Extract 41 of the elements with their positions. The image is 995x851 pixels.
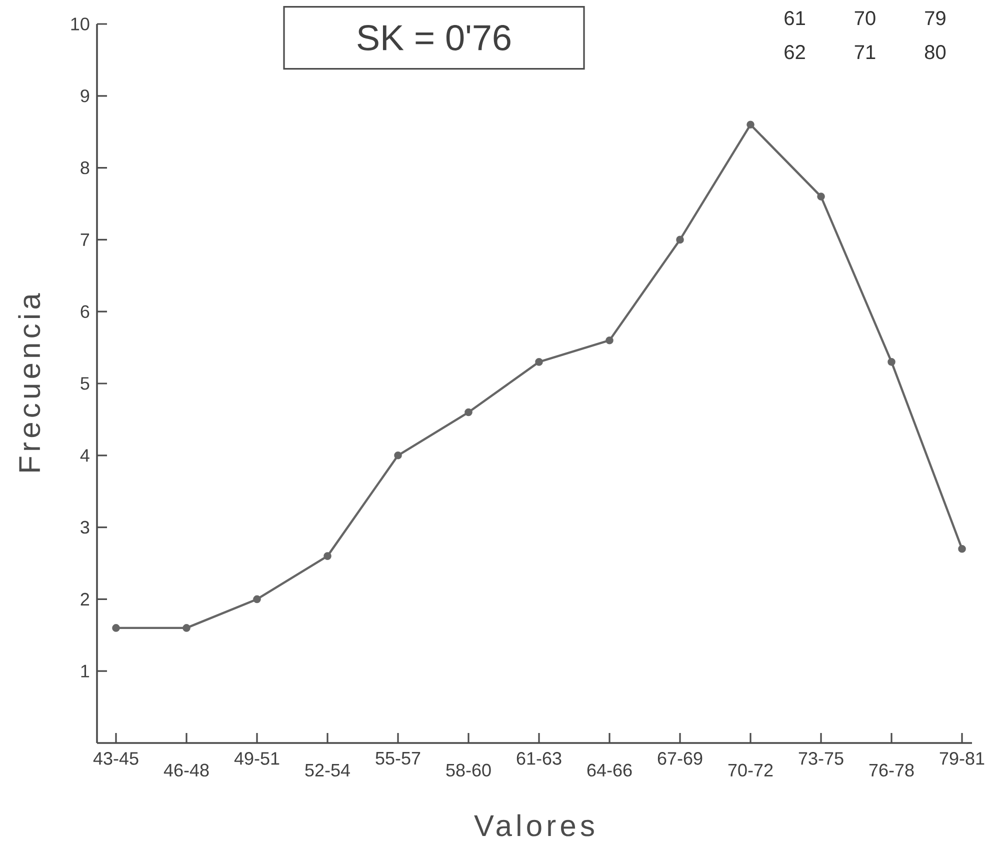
- x-tick-label: 64-66: [587, 764, 632, 777]
- point: [464, 408, 472, 416]
- x-tick-label: 43-45: [93, 752, 138, 765]
- point: [112, 624, 120, 632]
- y-tick-label: 7: [80, 233, 90, 246]
- point: [676, 236, 684, 244]
- x-axis-title: Valores: [474, 814, 594, 836]
- point: [888, 358, 896, 366]
- y-tick-label: 3: [80, 520, 90, 534]
- point: [535, 358, 543, 366]
- x-tick-label: 76-78: [869, 764, 914, 777]
- x-tick-label: 79-81: [940, 752, 984, 765]
- y-tick-label: 10: [71, 18, 90, 30]
- point: [606, 336, 614, 344]
- x-tick-label: 52-54: [305, 764, 350, 777]
- y-axis-title: Frecuencia: [18, 293, 40, 472]
- y-tick-label: 1: [81, 664, 90, 678]
- annotation: SK = 0'76: [358, 25, 510, 51]
- point: [394, 452, 402, 460]
- y-tick-label: 2: [80, 592, 90, 606]
- y-tick-label: 8: [80, 161, 90, 174]
- x-tick-label: 70-72: [728, 764, 773, 777]
- x-tick-label: 58-60: [446, 764, 491, 777]
- x-tick-label: 61-63: [516, 752, 562, 765]
- point: [182, 624, 190, 632]
- y-tick-label: 9: [80, 90, 90, 102]
- x-tick-label: 49-51: [234, 752, 280, 765]
- point: [817, 192, 825, 200]
- y-tick-label: 6: [80, 305, 90, 318]
- x-tick-label: 55-57: [376, 752, 420, 765]
- point: [746, 120, 754, 129]
- point: [324, 552, 332, 560]
- x-tick-label: 46-48: [164, 764, 209, 777]
- y-tick-label: 4: [80, 449, 90, 462]
- x-tick-label: 73-75: [798, 752, 844, 765]
- point: [958, 544, 966, 553]
- x-tick-label: 67-69: [658, 752, 702, 765]
- point: [253, 595, 261, 604]
- annotation: 61 70 79: [784, 11, 946, 26]
- annotation: 62 71 80: [784, 45, 946, 60]
- y-tick-label: 5: [80, 377, 90, 390]
